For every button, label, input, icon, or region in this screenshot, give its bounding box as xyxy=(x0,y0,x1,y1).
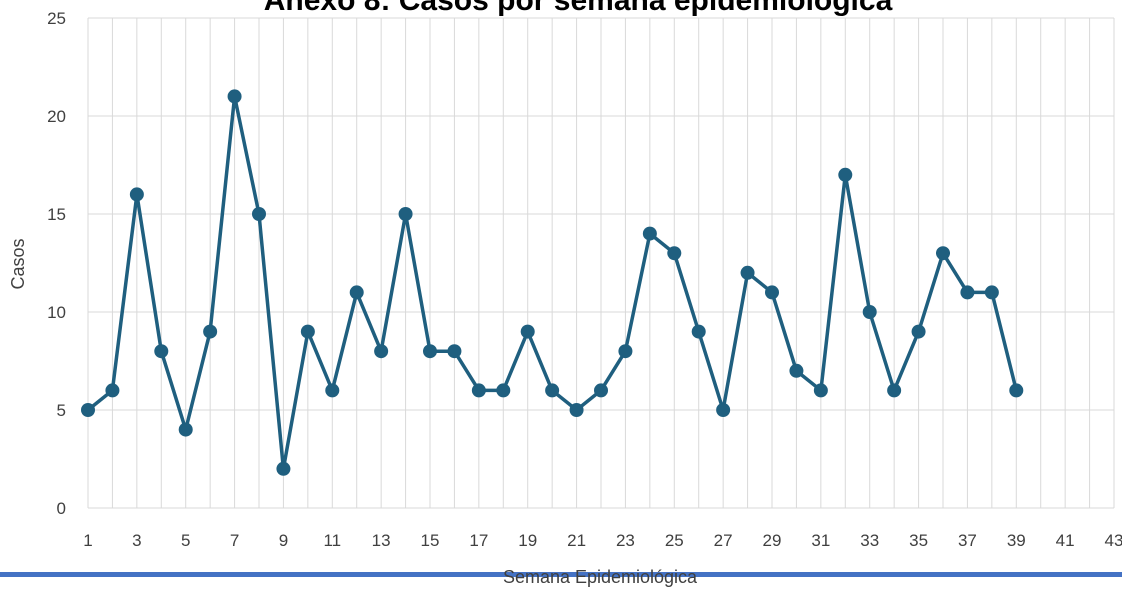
data-point xyxy=(300,324,315,339)
data-point xyxy=(765,285,779,300)
y-tick-label: 10 xyxy=(47,303,66,322)
x-axis-ticks: 1 3 5 7 9 11 13 15 17 19 21 23 25 27 29 31 33 35 37 39 41 43 xyxy=(83,531,1122,550)
x-tick-label: 35 xyxy=(909,531,928,550)
data-point xyxy=(81,403,95,417)
x-tick-label: 25 xyxy=(665,531,684,550)
data-point xyxy=(545,383,560,398)
x-tick-label: 3 xyxy=(132,531,141,550)
x-tick-label: 21 xyxy=(567,531,586,550)
data-point xyxy=(887,383,902,398)
data-point xyxy=(471,383,486,398)
x-tick-label: 23 xyxy=(616,531,635,550)
gridlines xyxy=(87,17,1115,509)
data-point xyxy=(398,207,413,221)
x-tick-label: 13 xyxy=(372,531,391,550)
y-tick-label: 20 xyxy=(47,107,66,126)
chart-title: Anexo 8: Casos por semana epidemiológica xyxy=(264,0,893,17)
data-point xyxy=(227,89,242,104)
data-point xyxy=(203,324,218,339)
data-point xyxy=(423,344,437,359)
y-axis-ticks: 0 5 10 15 20 25 xyxy=(47,9,66,518)
x-tick-label: 39 xyxy=(1007,531,1026,550)
x-tick-label: 41 xyxy=(1056,531,1075,550)
x-tick-label: 17 xyxy=(469,531,488,550)
data-point xyxy=(618,344,633,359)
x-axis-title: Semana Epidemiológica xyxy=(503,567,698,587)
data-point xyxy=(374,344,389,359)
data-point xyxy=(447,344,462,359)
x-tick-label: 43 xyxy=(1105,531,1122,550)
x-tick-label: 27 xyxy=(714,531,733,550)
y-tick-label: 0 xyxy=(57,499,66,518)
data-point xyxy=(325,383,340,398)
data-point xyxy=(862,305,877,319)
data-point xyxy=(813,383,828,398)
data-point xyxy=(1009,383,1024,398)
data-point xyxy=(911,324,926,339)
data-point xyxy=(960,285,975,300)
data-point xyxy=(569,403,584,417)
x-tick-label: 37 xyxy=(958,531,977,550)
data-point xyxy=(691,324,706,339)
data-point xyxy=(276,461,291,476)
data-point xyxy=(105,383,120,398)
data-point xyxy=(154,344,169,359)
data-point xyxy=(349,285,364,300)
x-tick-label: 15 xyxy=(421,531,440,550)
y-axis-title: Casos xyxy=(8,238,28,289)
x-tick-label: 7 xyxy=(230,531,239,550)
x-tick-label: 31 xyxy=(811,531,830,550)
footer-rule xyxy=(0,572,1122,577)
y-tick-label: 5 xyxy=(57,401,66,420)
data-point xyxy=(984,285,999,300)
x-tick-label: 1 xyxy=(83,531,92,550)
y-tick-label: 15 xyxy=(47,205,66,224)
x-tick-label: 11 xyxy=(323,531,341,550)
data-point xyxy=(789,363,804,378)
x-tick-label: 5 xyxy=(181,531,190,550)
data-point xyxy=(129,187,144,202)
data-point xyxy=(642,226,657,241)
data-point xyxy=(520,324,535,339)
x-tick-label: 19 xyxy=(518,531,537,550)
data-point xyxy=(252,207,266,221)
x-tick-label: 9 xyxy=(279,531,288,550)
y-tick-label: 25 xyxy=(47,9,66,28)
data-point xyxy=(178,422,193,437)
data-point xyxy=(594,383,608,398)
x-tick-label: 29 xyxy=(763,531,782,550)
series-points xyxy=(81,89,1024,476)
data-point xyxy=(667,246,682,261)
data-point xyxy=(740,265,755,280)
data-point xyxy=(496,383,511,398)
data-point xyxy=(838,167,853,182)
data-point xyxy=(716,403,731,417)
data-point xyxy=(936,246,950,261)
x-tick-label: 33 xyxy=(860,531,879,550)
